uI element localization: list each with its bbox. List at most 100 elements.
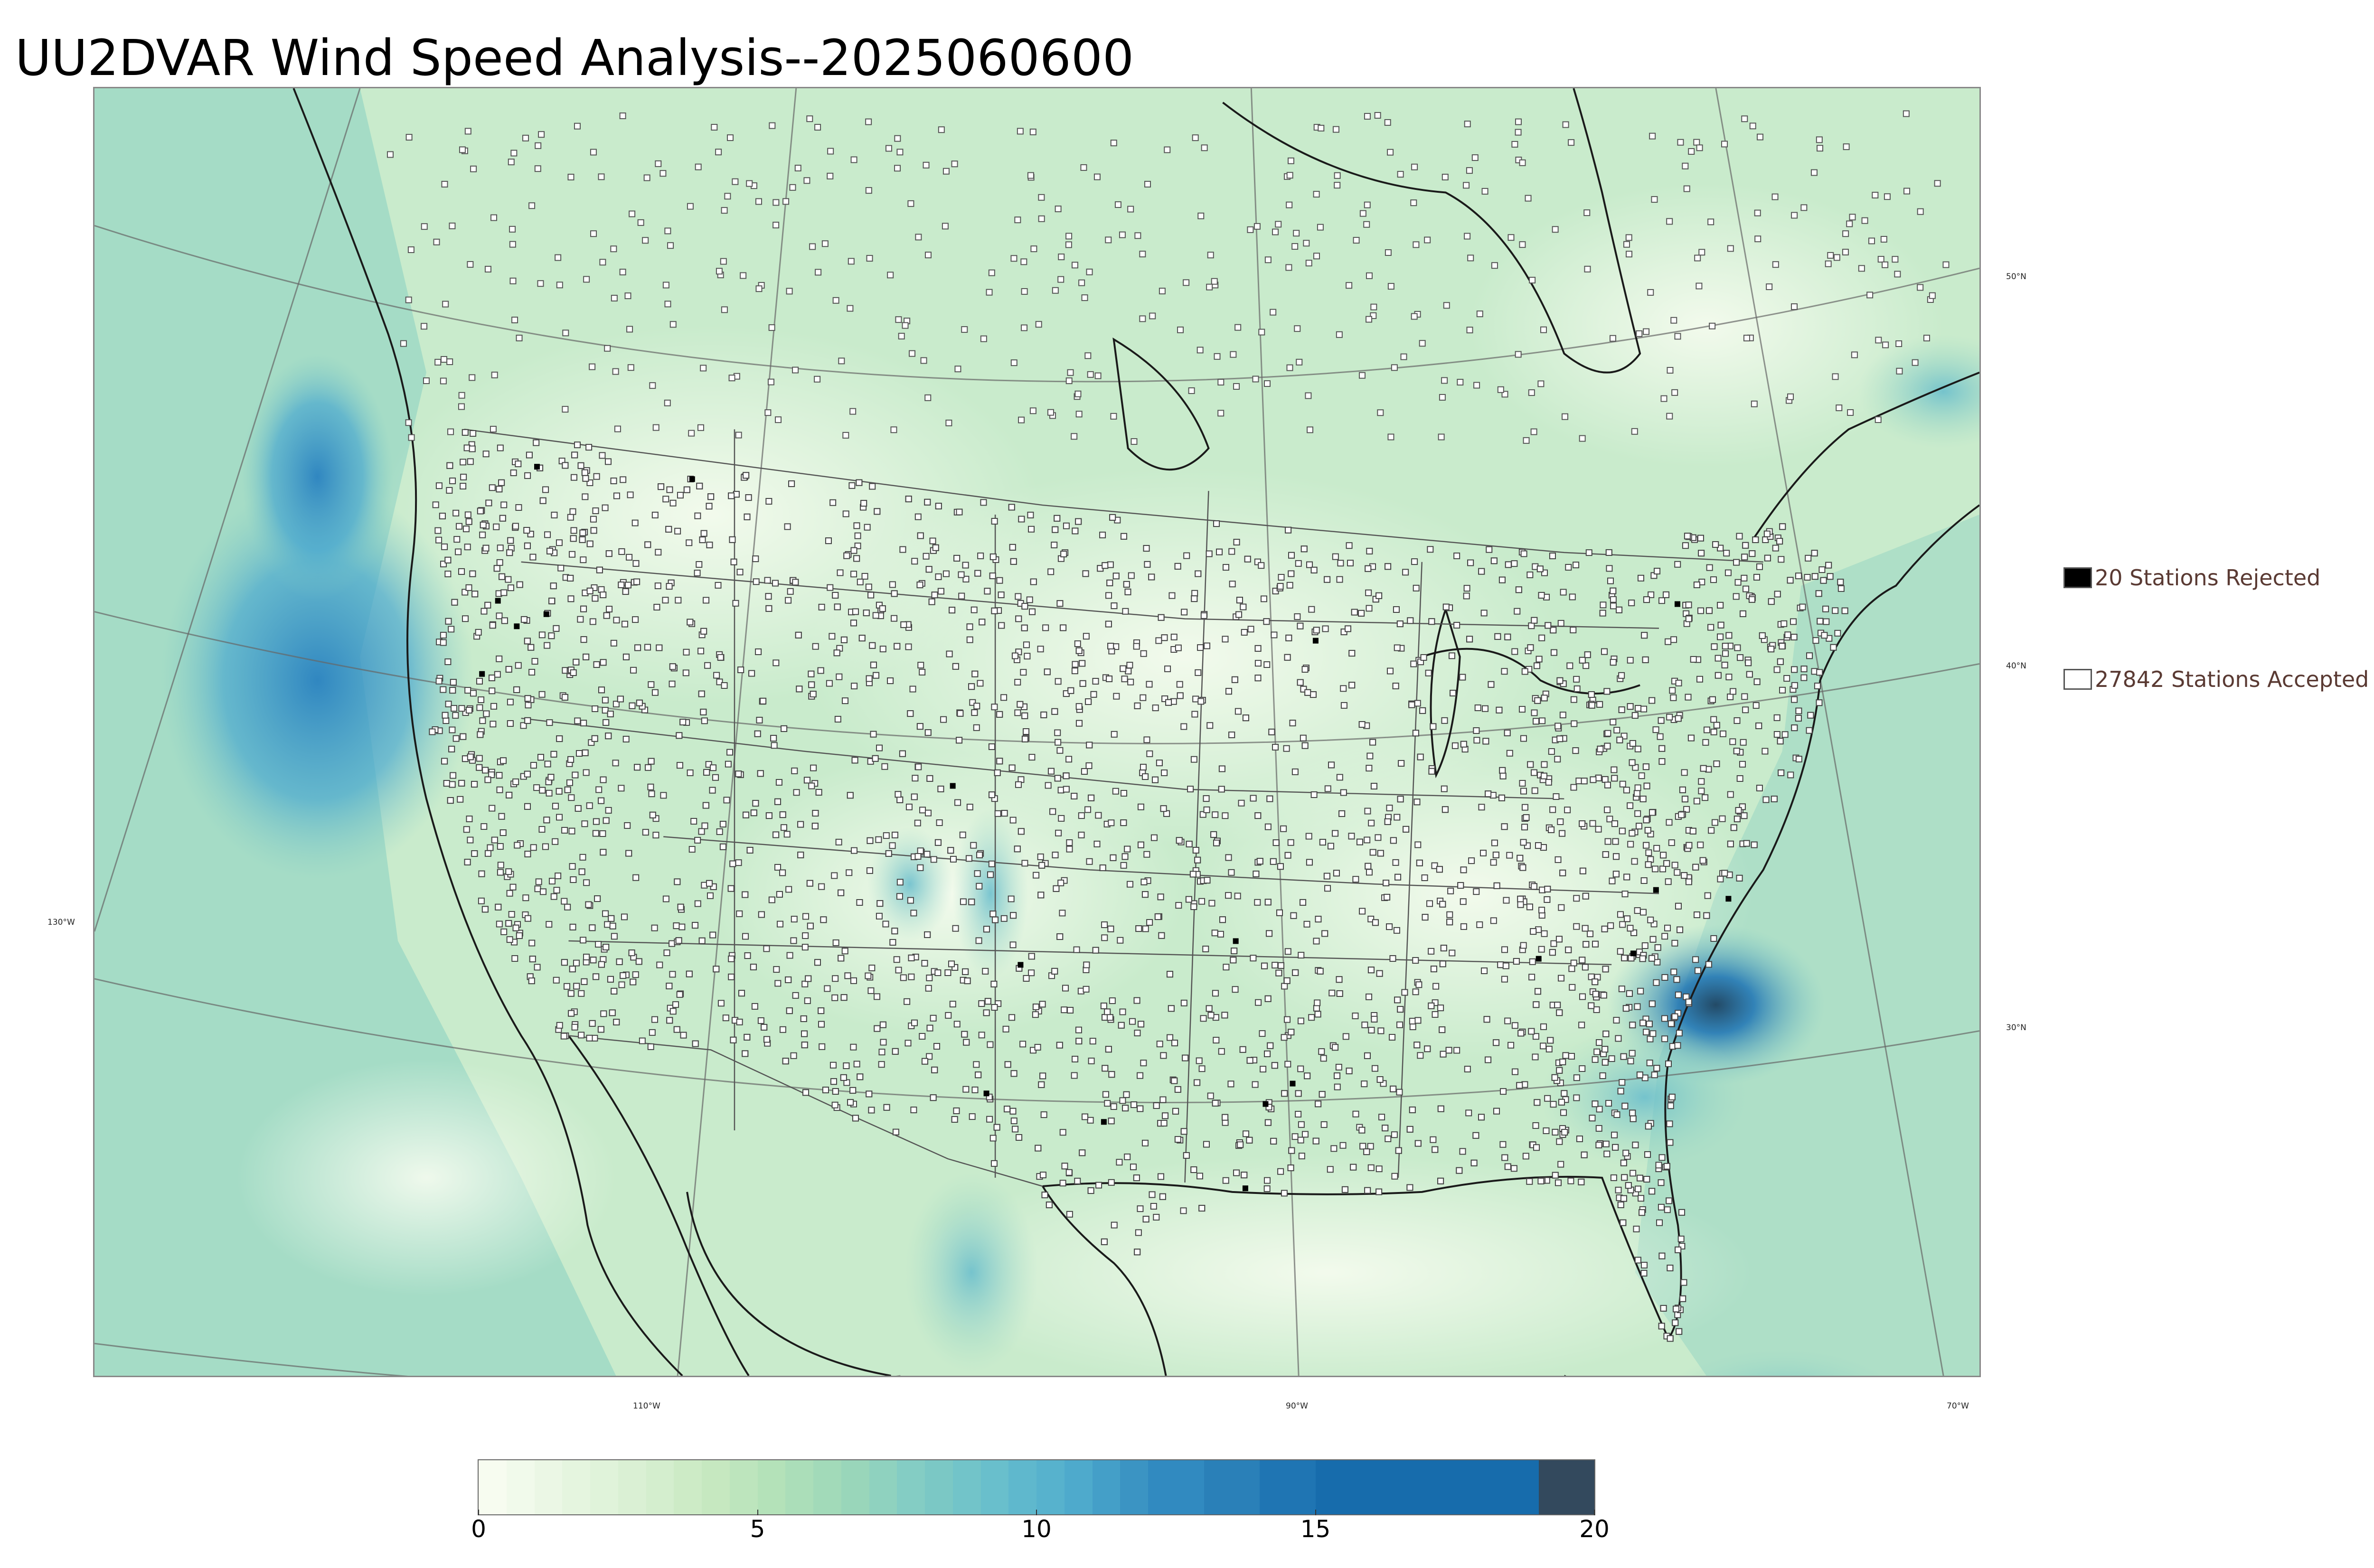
station-accepted-marker — [1047, 768, 1055, 775]
station-accepted-marker — [1827, 573, 1834, 580]
station-accepted-marker — [1389, 955, 1396, 962]
station-accepted-marker — [500, 928, 508, 935]
station-accepted-marker — [662, 895, 669, 902]
station-accepted-marker — [1138, 1021, 1145, 1028]
station-accepted-marker — [669, 971, 676, 978]
station-accepted-marker — [1834, 629, 1841, 637]
station-accepted-marker — [938, 126, 945, 133]
station-accepted-marker — [1464, 121, 1471, 128]
station-accepted-marker — [1218, 786, 1225, 793]
station-accepted-marker — [1074, 1177, 1081, 1184]
station-accepted-marker — [1697, 535, 1704, 542]
station-accepted-marker — [756, 716, 763, 723]
station-accepted-marker — [1771, 193, 1779, 200]
station-accepted-marker — [1517, 854, 1524, 862]
station-accepted-marker — [1579, 657, 1586, 664]
station-accepted-marker — [923, 161, 930, 169]
station-accepted-marker — [1547, 1037, 1554, 1044]
station-accepted-marker — [533, 439, 540, 446]
station-accepted-marker — [613, 492, 620, 499]
station-accepted-marker — [1112, 573, 1120, 580]
station-accepted-marker — [538, 631, 546, 638]
station-accepted-marker — [994, 769, 1001, 776]
station-accepted-marker — [1400, 353, 1407, 360]
station-accepted-marker — [697, 648, 705, 655]
station-accepted-marker — [505, 920, 512, 927]
lat-tick-40n: 40°N — [2006, 661, 2026, 671]
station-accepted-marker — [586, 587, 594, 594]
station-accepted-marker — [899, 750, 906, 757]
station-accepted-marker — [1571, 720, 1578, 727]
station-accepted-marker — [1166, 971, 1173, 978]
station-accepted-marker — [1554, 723, 1562, 730]
coastline — [567, 1035, 750, 1376]
station-accepted-marker — [1505, 561, 1512, 568]
station-accepted-marker — [1441, 806, 1449, 813]
station-accepted-marker — [709, 787, 716, 794]
station-accepted-marker — [769, 122, 776, 129]
station-accepted-marker — [1707, 624, 1715, 631]
station-accepted-marker — [1720, 730, 1727, 737]
station-accepted-marker — [1052, 287, 1059, 294]
colorbar-tick-label: 5 — [750, 1515, 765, 1543]
station-accepted-marker — [476, 764, 483, 771]
station-accepted-marker — [1560, 589, 1567, 596]
colorbar-segment — [729, 1460, 758, 1514]
station-accepted-marker — [1675, 902, 1682, 910]
station-accepted-marker — [1544, 885, 1551, 892]
station-accepted-marker — [849, 408, 857, 415]
station-accepted-marker — [505, 868, 512, 875]
station-accepted-marker — [1667, 367, 1674, 374]
station-accepted-marker — [1414, 1017, 1422, 1024]
station-accepted-marker — [1612, 838, 1619, 845]
station-accepted-marker — [1430, 966, 1437, 973]
station-accepted-marker — [923, 553, 930, 560]
station-accepted-marker — [699, 536, 706, 544]
station-accepted-marker — [1009, 1108, 1017, 1115]
station-accepted-marker — [1811, 573, 1818, 580]
station-accepted-marker — [1498, 794, 1506, 801]
station-accepted-marker — [1476, 310, 1483, 318]
station-accepted-marker — [603, 719, 610, 726]
station-accepted-marker — [1128, 572, 1135, 579]
station-rejected-marker — [1630, 950, 1636, 957]
station-accepted-marker — [1054, 775, 1061, 782]
station-accepted-marker — [598, 797, 605, 804]
station-accepted-marker — [1511, 1022, 1518, 1029]
station-accepted-marker — [728, 973, 735, 980]
station-accepted-marker — [1358, 372, 1366, 379]
station-accepted-marker — [1520, 735, 1527, 742]
station-accepted-marker — [1264, 995, 1272, 1002]
station-accepted-marker — [445, 618, 452, 625]
station-accepted-marker — [846, 869, 853, 876]
station-accepted-marker — [1710, 935, 1717, 942]
station-accepted-marker — [1812, 637, 1819, 644]
station-accepted-marker — [1570, 696, 1577, 703]
graticule-line — [94, 1343, 901, 1376]
station-accepted-marker — [1304, 1072, 1311, 1080]
station-accepted-marker — [1816, 699, 1823, 706]
station-accepted-marker — [905, 803, 913, 810]
station-accepted-marker — [479, 717, 486, 724]
station-accepted-marker — [1652, 726, 1659, 733]
station-accepted-marker — [866, 867, 873, 874]
station-accepted-marker — [787, 588, 794, 595]
coastline — [1430, 606, 1461, 779]
station-accepted-marker — [1303, 920, 1310, 928]
station-accepted-marker — [1035, 1145, 1042, 1152]
station-accepted-marker — [449, 687, 456, 694]
station-accepted-marker — [535, 878, 542, 885]
station-accepted-marker — [1109, 997, 1116, 1005]
station-accepted-marker — [556, 539, 563, 546]
station-accepted-marker — [490, 703, 498, 710]
station-accepted-marker — [1366, 765, 1373, 772]
station-accepted-marker — [1613, 1111, 1620, 1118]
station-accepted-marker — [819, 1043, 826, 1050]
station-accepted-marker — [1820, 577, 1827, 584]
station-accepted-marker — [765, 812, 772, 819]
station-accepted-marker — [1150, 1203, 1157, 1210]
station-accepted-marker — [497, 843, 504, 850]
station-accepted-marker — [1412, 957, 1419, 964]
station-accepted-marker — [496, 772, 503, 779]
station-accepted-marker — [1403, 826, 1410, 833]
